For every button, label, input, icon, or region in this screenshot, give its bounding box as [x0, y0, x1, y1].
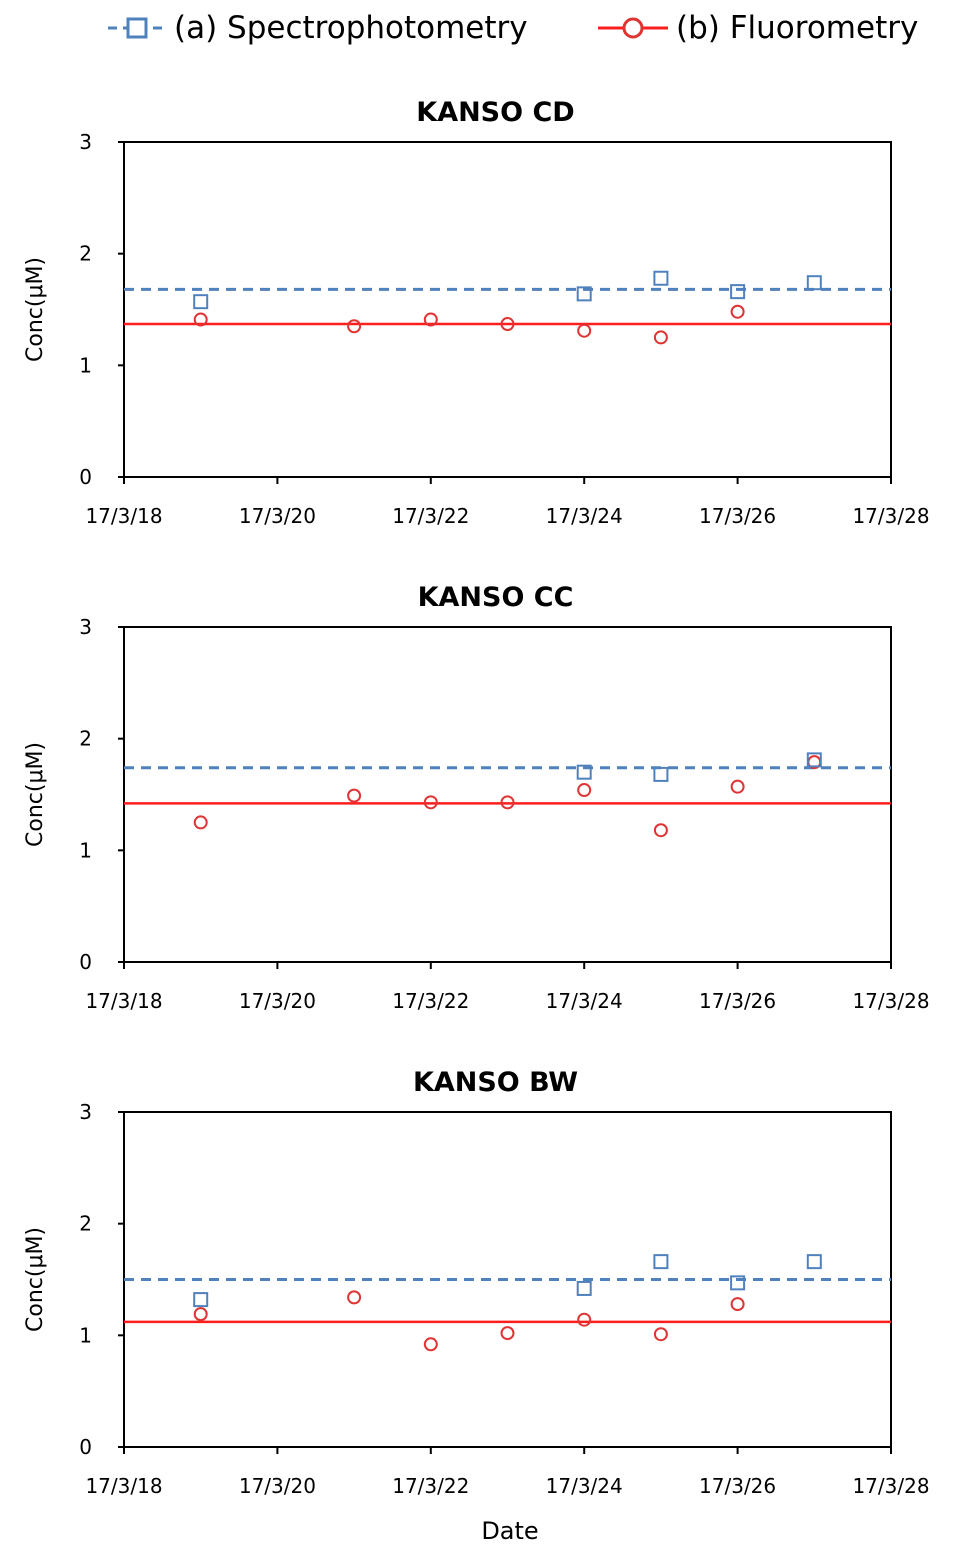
- y-tick-label: 3: [79, 615, 92, 639]
- fluorometry-point: [577, 323, 592, 338]
- spectrophotometry-point: [730, 1275, 746, 1291]
- legend-item-spectrophotometry: (a) Spectrophotometry: [106, 8, 528, 48]
- plot-frame: [123, 141, 892, 478]
- y-tick-label: 2: [79, 1212, 92, 1236]
- fluorometry-point: [347, 1290, 362, 1305]
- chart-kanso-cc: KANSO CC Conc(μM) 0 1 2 3 17/3/18 17/3/20 17/3/2…: [23, 582, 930, 1013]
- fluorometry-point: [423, 312, 438, 327]
- fluorometry-point: [500, 795, 515, 810]
- spectrophotometry-point: [653, 766, 669, 782]
- y-tick-label: 1: [79, 353, 92, 377]
- chart-title: KANSO CC: [418, 582, 574, 613]
- chart-kanso-cd: KANSO CD Conc(μM) 0 1 2 3 17/3/18 17/3/20 17/3/2…: [23, 97, 930, 528]
- plot-frame: [123, 626, 892, 963]
- fluorometry-point: [193, 312, 208, 327]
- y-tick-label: 1: [79, 1323, 92, 1347]
- legend-label-fluorometry: (b) Fluorometry: [676, 10, 919, 46]
- spectrophotometry-point: [653, 1254, 669, 1270]
- x-tick-label: 17/3/22: [392, 1474, 469, 1498]
- fluorometry-point: [193, 815, 208, 830]
- spectrophotometry-point: [576, 1280, 592, 1296]
- spectrophotometry-point: [576, 286, 592, 302]
- legend-swatch-spectrophotometry: [108, 17, 166, 39]
- fluorometry-point: [423, 1337, 438, 1352]
- spectrophotometry-point: [806, 1254, 822, 1270]
- x-tick-label: 17/3/28: [852, 1474, 929, 1498]
- fluorometry-point: [577, 1312, 592, 1327]
- spectrophotometry-point: [806, 275, 822, 291]
- y-tick-label: 2: [79, 242, 92, 266]
- x-tick-label: 17/3/24: [546, 989, 623, 1013]
- y-axis-label: Conc(μM): [23, 1227, 48, 1332]
- y-tick-label: 2: [79, 727, 92, 751]
- fluorometry-point: [653, 330, 668, 345]
- legend-swatch-fluorometry: [598, 17, 668, 39]
- y-tick-label: 0: [79, 950, 92, 974]
- chart-title: KANSO BW: [413, 1067, 578, 1098]
- chart-legend: (a) Spectrophotometry (b) Fluorometry: [0, 0, 956, 60]
- x-tick-label: 17/3/24: [546, 504, 623, 528]
- x-tick-label: 17/3/18: [85, 504, 162, 528]
- y-tick-label: 0: [79, 465, 92, 489]
- y-tick-label: 3: [79, 1100, 92, 1124]
- chart-title: KANSO CD: [416, 97, 574, 128]
- fluorometry-point: [730, 779, 745, 794]
- chart-kanso-bw: KANSO BW Conc(μM) 0 1 2 3 17/3/18 17/3/20 17/3/2…: [23, 1067, 930, 1498]
- x-tick-label: 17/3/20: [239, 1474, 316, 1498]
- fluorometry-point: [347, 319, 362, 334]
- spectrophotometry-point: [730, 284, 746, 300]
- fluorometry-point: [577, 783, 592, 798]
- spectrophotometry-point: [806, 752, 822, 768]
- x-tick-label: 17/3/26: [699, 1474, 776, 1498]
- x-tick-label: 17/3/22: [392, 504, 469, 528]
- x-tick-label: 17/3/18: [85, 989, 162, 1013]
- spectrophotometry-point: [193, 1292, 209, 1308]
- x-tick-label: 17/3/28: [852, 989, 929, 1013]
- x-tick-label: 17/3/26: [699, 504, 776, 528]
- legend-item-fluorometry: (b) Fluorometry: [596, 8, 918, 48]
- y-axis-label: Conc(μM): [23, 257, 48, 362]
- fluorometry-point: [423, 795, 438, 810]
- fluorometry-point: [500, 317, 515, 332]
- x-tick-label: 17/3/18: [85, 1474, 162, 1498]
- x-tick-label: 17/3/24: [546, 1474, 623, 1498]
- y-tick-label: 3: [79, 130, 92, 154]
- x-tick-label: 17/3/22: [392, 989, 469, 1013]
- x-tick-label: 17/3/28: [852, 504, 929, 528]
- y-tick-label: 1: [79, 838, 92, 862]
- x-axis-label: Date: [481, 1517, 539, 1545]
- x-tick-label: 17/3/20: [239, 989, 316, 1013]
- spectrophotometry-point: [576, 764, 592, 780]
- y-axis-label: Conc(μM): [23, 742, 48, 847]
- legend-label-spectrophotometry: (a) Spectrophotometry: [174, 10, 528, 46]
- x-tick-label: 17/3/20: [239, 504, 316, 528]
- fluorometry-point: [500, 1326, 515, 1341]
- fluorometry-point: [653, 1327, 668, 1342]
- fluorometry-point: [730, 1297, 745, 1312]
- spectrophotometry-point: [193, 294, 209, 310]
- y-tick-label: 0: [79, 1435, 92, 1459]
- fluorometry-point: [347, 788, 362, 803]
- fluorometry-point: [730, 304, 745, 319]
- x-tick-label: 17/3/26: [699, 989, 776, 1013]
- spectrophotometry-point: [653, 270, 669, 286]
- fluorometry-point: [193, 1307, 208, 1322]
- fluorometry-point: [653, 823, 668, 838]
